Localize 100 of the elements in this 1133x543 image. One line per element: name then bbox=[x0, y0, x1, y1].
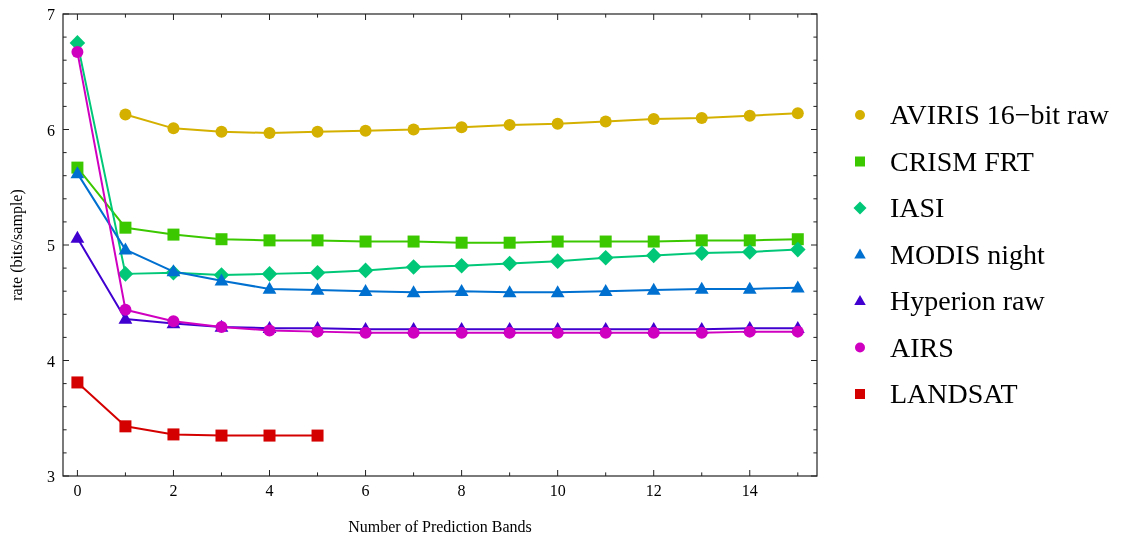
legend-label: AVIRIS 16−bit raw bbox=[890, 99, 1110, 130]
point bbox=[645, 247, 662, 264]
point bbox=[309, 264, 326, 281]
point bbox=[70, 230, 85, 243]
point bbox=[695, 234, 708, 247]
point bbox=[742, 281, 757, 294]
point bbox=[359, 124, 372, 137]
x-tick-label: 10 bbox=[549, 482, 566, 499]
point bbox=[358, 284, 373, 296]
point bbox=[550, 285, 565, 298]
point bbox=[743, 325, 756, 338]
point bbox=[694, 281, 709, 294]
point bbox=[311, 125, 324, 138]
x-tick-label: 12 bbox=[645, 482, 662, 499]
point bbox=[693, 245, 710, 261]
legend-label: LANDSAT bbox=[890, 378, 1018, 409]
point bbox=[407, 123, 420, 136]
point bbox=[70, 166, 85, 179]
point bbox=[263, 429, 276, 442]
y-tick-label: 5 bbox=[47, 237, 55, 254]
point bbox=[695, 326, 708, 339]
point bbox=[551, 326, 564, 339]
point bbox=[597, 249, 614, 266]
point bbox=[551, 117, 564, 130]
point bbox=[166, 264, 181, 277]
point bbox=[117, 266, 134, 282]
point bbox=[455, 326, 468, 339]
point bbox=[695, 111, 708, 124]
point bbox=[453, 257, 470, 274]
point bbox=[119, 108, 132, 121]
point bbox=[405, 259, 422, 275]
x-tick-label: 6 bbox=[361, 482, 370, 499]
point bbox=[167, 122, 180, 135]
point bbox=[359, 235, 372, 248]
legend-label: CRISM FRT bbox=[890, 145, 1034, 177]
point bbox=[407, 326, 420, 339]
point bbox=[743, 234, 756, 247]
point bbox=[791, 325, 804, 338]
point bbox=[647, 326, 660, 339]
point bbox=[789, 241, 806, 258]
y-tick-label: 6 bbox=[47, 121, 55, 139]
y-axis-title: rate (bits/sample) bbox=[8, 189, 26, 301]
point bbox=[311, 234, 324, 247]
point bbox=[455, 121, 468, 134]
legend-label: Hyperion raw bbox=[890, 285, 1046, 316]
point bbox=[599, 115, 612, 128]
point bbox=[503, 326, 516, 339]
point bbox=[119, 221, 132, 234]
point bbox=[455, 236, 468, 249]
point bbox=[167, 228, 180, 241]
point bbox=[263, 234, 276, 247]
point bbox=[71, 376, 84, 389]
point bbox=[71, 46, 84, 59]
point bbox=[501, 255, 518, 272]
point bbox=[551, 235, 564, 248]
x-tick-label: 8 bbox=[457, 482, 466, 499]
x-axis-title: Number of Prediction Bands bbox=[348, 518, 532, 535]
point bbox=[119, 420, 132, 433]
point bbox=[454, 284, 469, 296]
point bbox=[599, 235, 612, 248]
x-tick-label: 0 bbox=[73, 482, 82, 499]
y-tick-label: 4 bbox=[47, 352, 55, 370]
legend-label: AIRS bbox=[890, 331, 954, 363]
point bbox=[407, 235, 420, 248]
point bbox=[647, 235, 660, 248]
point bbox=[791, 233, 804, 246]
x-tick-label: 4 bbox=[265, 482, 274, 499]
point bbox=[310, 282, 325, 295]
point bbox=[263, 126, 276, 139]
point bbox=[118, 242, 133, 255]
point bbox=[263, 324, 276, 337]
point bbox=[406, 285, 421, 298]
legend-label: IASI bbox=[890, 192, 945, 223]
point bbox=[646, 282, 661, 295]
point bbox=[261, 266, 278, 282]
y-tick-label: 3 bbox=[47, 468, 55, 485]
x-tick-label: 14 bbox=[741, 482, 758, 499]
point bbox=[119, 303, 132, 316]
point bbox=[215, 125, 228, 138]
x-tick-label: 2 bbox=[169, 482, 178, 499]
point bbox=[215, 429, 228, 442]
point bbox=[741, 244, 758, 260]
point bbox=[357, 262, 374, 279]
point bbox=[791, 107, 804, 120]
point bbox=[599, 326, 612, 339]
point bbox=[503, 118, 516, 131]
point bbox=[503, 236, 516, 249]
point bbox=[167, 428, 180, 441]
legend-label: MODIS night bbox=[890, 238, 1046, 270]
point bbox=[214, 273, 229, 286]
point bbox=[502, 285, 517, 298]
point bbox=[549, 253, 566, 269]
point bbox=[647, 113, 660, 126]
point bbox=[215, 233, 228, 246]
point bbox=[598, 284, 613, 296]
point bbox=[311, 325, 324, 338]
point bbox=[262, 281, 277, 294]
y-tick-label: 7 bbox=[47, 6, 55, 23]
point bbox=[311, 429, 324, 442]
point bbox=[743, 109, 756, 122]
